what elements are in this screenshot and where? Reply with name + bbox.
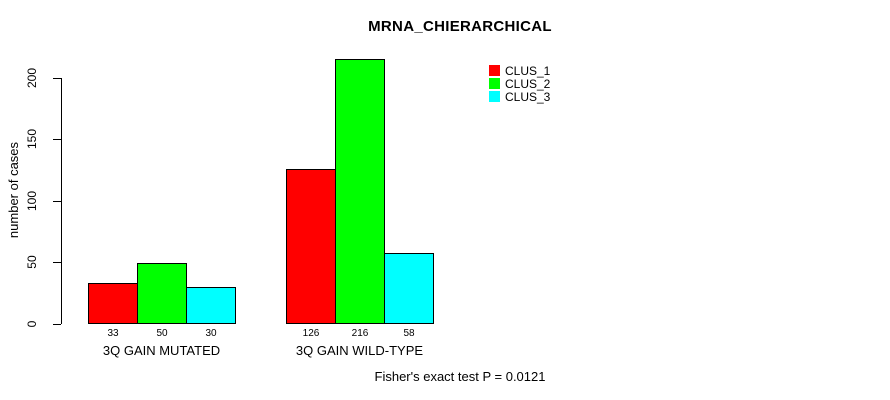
bar-value-label: 126 — [302, 328, 320, 339]
bar-clus_2-group1 — [137, 263, 187, 324]
bar-clus_2-group2 — [335, 59, 385, 324]
legend-swatch-clus_2 — [489, 78, 500, 89]
x-category-label: 3Q GAIN MUTATED — [102, 343, 221, 358]
y-axis-tick-200 — [53, 78, 61, 79]
bar-clus_1-group2 — [286, 169, 336, 324]
legend-item-label: CLUS_2 — [505, 76, 551, 91]
legend-item-clus_3: CLUS_3 — [489, 90, 550, 103]
bar-value-label: 216 — [351, 328, 369, 339]
y-axis-tick-label-50: 50 — [25, 255, 39, 269]
y-axis-tick-50 — [53, 262, 61, 263]
bar-value-label: 30 — [205, 328, 217, 339]
y-axis-tick-150 — [53, 139, 61, 140]
bar-clus_3-group1 — [186, 287, 236, 324]
legend-swatch-clus_1 — [489, 65, 500, 76]
bar-value-label: 33 — [107, 328, 119, 339]
legend-item-clus_1: CLUS_1 — [489, 64, 550, 77]
y-axis-tick-label-150: 150 — [25, 128, 39, 150]
y-axis-title: number of cases — [6, 141, 21, 239]
bar-value-label: 50 — [156, 328, 168, 339]
legend-item-label: CLUS_3 — [505, 89, 551, 104]
y-axis-tick-label-100: 100 — [25, 190, 39, 212]
fisher-test-annotation: Fisher's exact test P = 0.0121 — [374, 369, 546, 384]
bar-clus_1-group1 — [88, 283, 138, 324]
bar-clus_3-group2 — [384, 253, 434, 324]
chart-title: MRNA_CHIERARCHICAL — [368, 18, 552, 35]
y-axis-tick-0 — [53, 324, 61, 325]
y-axis-tick-label-0: 0 — [25, 320, 39, 328]
x-category-label: 3Q GAIN WILD-TYPE — [295, 343, 424, 358]
y-axis-line — [61, 78, 62, 324]
legend-item-clus_2: CLUS_2 — [489, 77, 550, 90]
y-axis-tick-label-200: 200 — [25, 67, 39, 89]
y-axis-tick-100 — [53, 201, 61, 202]
legend-item-label: CLUS_1 — [505, 63, 551, 78]
bar-value-label: 58 — [403, 328, 415, 339]
legend-swatch-clus_3 — [489, 91, 500, 102]
legend: CLUS_1 CLUS_2 CLUS_3 — [489, 64, 550, 103]
